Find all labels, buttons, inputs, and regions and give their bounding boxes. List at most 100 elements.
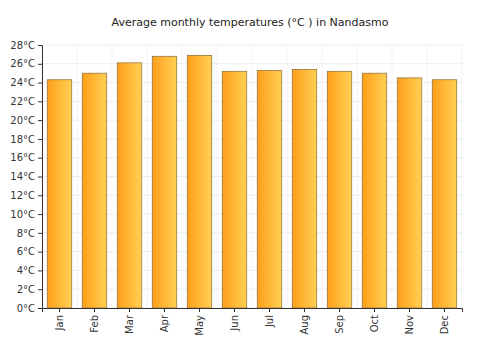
grid	[42, 45, 462, 308]
y-tick-label: 22°C	[10, 96, 35, 107]
x-tick-mark	[409, 308, 410, 312]
y-tick-label: 14°C	[10, 171, 35, 182]
grid-line-vertical	[427, 45, 428, 308]
y-tick: 0°C	[17, 303, 42, 314]
bar	[432, 80, 457, 308]
y-tick-label: 24°C	[10, 77, 35, 88]
bar	[327, 71, 352, 308]
grid-line-vertical	[112, 45, 113, 308]
x-axis-line	[43, 309, 463, 313]
x-tick: Oct	[369, 308, 380, 332]
x-tick-label: Feb	[89, 315, 100, 333]
bar	[362, 73, 387, 308]
x-tick: Feb	[89, 308, 100, 333]
y-tick-mark	[38, 158, 42, 159]
y-tick-label: 6°C	[17, 246, 35, 257]
x-tick: May	[194, 308, 205, 336]
grid-vertical	[42, 45, 462, 308]
y-tick: 24°C	[10, 77, 42, 88]
x-axis: Jan Feb Mar Apr May Jun Jul Aug Sep Oct Nov Dec	[43, 308, 463, 336]
y-tick-mark	[38, 195, 42, 196]
y-tick-mark	[38, 139, 42, 140]
x-tick: Sep	[334, 308, 345, 334]
y-tick: 28°C	[10, 40, 42, 51]
y-tick-mark	[38, 308, 42, 309]
x-tick-mark	[129, 308, 130, 312]
bar	[397, 78, 422, 308]
y-tick: 16°C	[10, 152, 42, 163]
y-tick: 12°C	[10, 190, 42, 201]
x-tick: Nov	[404, 308, 415, 335]
x-tick-label: Apr	[159, 314, 170, 332]
y-tick-label: 8°C	[17, 228, 35, 239]
y-tick-mark	[38, 233, 42, 234]
y-tick-label: 12°C	[10, 190, 35, 201]
x-tick-label: May	[194, 315, 205, 336]
bar	[117, 63, 142, 308]
x-tick-mark	[444, 308, 445, 312]
y-tick: 26°C	[10, 58, 42, 69]
y-tick: 14°C	[10, 171, 42, 182]
bar	[47, 80, 72, 308]
grid-line-vertical	[462, 45, 463, 308]
y-tick: 2°C	[17, 284, 42, 295]
x-tick-mark	[304, 308, 305, 312]
x-tick: Mar	[124, 308, 135, 334]
y-tick-label: 28°C	[10, 40, 35, 51]
x-tick-label: Mar	[124, 314, 135, 334]
x-tick-label: Aug	[299, 315, 310, 335]
y-tick-mark	[38, 101, 42, 102]
y-tick: 20°C	[10, 115, 42, 126]
x-tick-label: Oct	[369, 315, 380, 332]
x-tick: Jun	[229, 308, 240, 332]
y-tick-label: 0°C	[17, 303, 35, 314]
x-tick: Aug	[299, 308, 310, 335]
x-tick-label: Jan	[54, 315, 65, 331]
x-tick-mark	[164, 308, 165, 312]
grid-line-vertical	[287, 45, 288, 308]
y-tick-label: 20°C	[10, 115, 35, 126]
y-tick-mark	[38, 289, 42, 290]
bar	[82, 73, 107, 308]
x-tick-mark	[339, 308, 340, 312]
grid-line-vertical	[217, 45, 218, 308]
x-tick: Apr	[159, 308, 170, 332]
grid-line-vertical	[147, 45, 148, 308]
y-tick-mark	[38, 252, 42, 253]
y-tick: 4°C	[17, 265, 42, 276]
x-tick-mark	[199, 308, 200, 312]
bar	[257, 70, 282, 308]
x-tick: Jan	[54, 308, 65, 331]
y-tick: 10°C	[10, 209, 42, 220]
bar	[292, 69, 317, 308]
y-axis-line	[38, 46, 43, 309]
x-tick-label: Jul	[264, 315, 275, 328]
x-tick-label: Nov	[404, 315, 415, 335]
x-tick-mark	[94, 308, 95, 312]
y-tick-mark	[38, 177, 42, 178]
y-tick-mark	[38, 83, 42, 84]
chart: Average monthly temperatures (°C ) in Na…	[0, 0, 500, 350]
x-tick-label: Sep	[334, 315, 345, 334]
x-tick: Dec	[439, 308, 450, 334]
y-tick-label: 4°C	[17, 265, 35, 276]
x-tick: Jul	[264, 308, 275, 328]
grid-line-vertical	[77, 45, 78, 308]
bar	[152, 56, 177, 308]
y-tick-label: 2°C	[17, 284, 35, 295]
y-tick-mark	[38, 214, 42, 215]
y-tick-label: 10°C	[10, 209, 35, 220]
grid-line-vertical	[252, 45, 253, 308]
y-tick-mark	[38, 45, 42, 46]
title: Average monthly temperatures (°C ) in Na…	[112, 16, 389, 29]
y-tick-mark	[38, 270, 42, 271]
x-tick-label: Dec	[439, 315, 450, 334]
x-tick-mark	[269, 308, 270, 312]
y-tick: 6°C	[17, 246, 42, 257]
grid-line-vertical	[357, 45, 358, 308]
y-tick: 18°C	[10, 134, 42, 145]
bars	[47, 55, 457, 308]
y-tick-label: 18°C	[10, 134, 35, 145]
bar	[222, 71, 247, 308]
x-tick-mark	[59, 308, 60, 312]
